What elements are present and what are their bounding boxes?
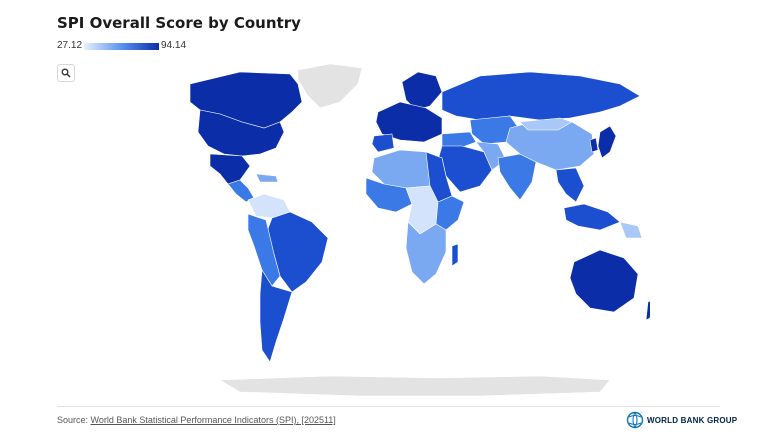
region-madagascar[interactable] bbox=[451, 243, 459, 267]
region-india[interactable] bbox=[497, 153, 537, 201]
search-icon bbox=[61, 68, 71, 78]
region-indonesia-philippines[interactable] bbox=[563, 203, 621, 231]
region-central-america[interactable] bbox=[227, 179, 255, 203]
footer-divider bbox=[57, 406, 720, 407]
region-southern-africa[interactable] bbox=[405, 221, 447, 285]
search-button[interactable] bbox=[57, 64, 75, 82]
region-korea[interactable] bbox=[589, 137, 599, 153]
region-antarctica bbox=[218, 375, 611, 397]
region-greenland[interactable] bbox=[297, 63, 363, 109]
globe-icon bbox=[626, 411, 644, 429]
source-prefix: Source: bbox=[57, 415, 91, 425]
legend-min-value: 27.12 bbox=[57, 40, 83, 51]
world-choropleth-map[interactable] bbox=[180, 62, 650, 400]
brand-name: WORLD BANK GROUP bbox=[647, 415, 738, 425]
region-east-africa[interactable] bbox=[435, 195, 465, 231]
region-new-zealand[interactable] bbox=[645, 300, 650, 321]
region-mexico[interactable] bbox=[209, 153, 251, 185]
region-iberia[interactable] bbox=[371, 133, 395, 153]
region-papua[interactable] bbox=[619, 221, 643, 239]
region-europe-west[interactable] bbox=[375, 101, 443, 143]
chart-title: SPI Overall Score by Country bbox=[57, 14, 301, 32]
region-japan[interactable] bbox=[597, 125, 617, 159]
region-turkey-caucasus[interactable] bbox=[441, 131, 477, 149]
brand-logo[interactable]: WORLD BANK GROUP bbox=[626, 411, 737, 429]
region-southern-cone[interactable] bbox=[259, 269, 293, 363]
source-note: Source: World Bank Statistical Performan… bbox=[57, 415, 336, 425]
region-europe-north[interactable] bbox=[401, 71, 443, 111]
region-united-states[interactable] bbox=[197, 109, 285, 157]
legend-gradient-bar bbox=[84, 43, 159, 50]
legend-max-value: 94.14 bbox=[161, 40, 187, 51]
region-southeast-asia[interactable] bbox=[555, 167, 585, 203]
region-caribbean[interactable] bbox=[255, 173, 279, 183]
region-australia[interactable] bbox=[569, 249, 639, 313]
region-russia[interactable] bbox=[441, 71, 641, 121]
region-mongolia[interactable] bbox=[519, 117, 573, 131]
region-west-africa[interactable] bbox=[365, 177, 413, 213]
source-link[interactable]: World Bank Statistical Performance Indic… bbox=[90, 415, 336, 425]
